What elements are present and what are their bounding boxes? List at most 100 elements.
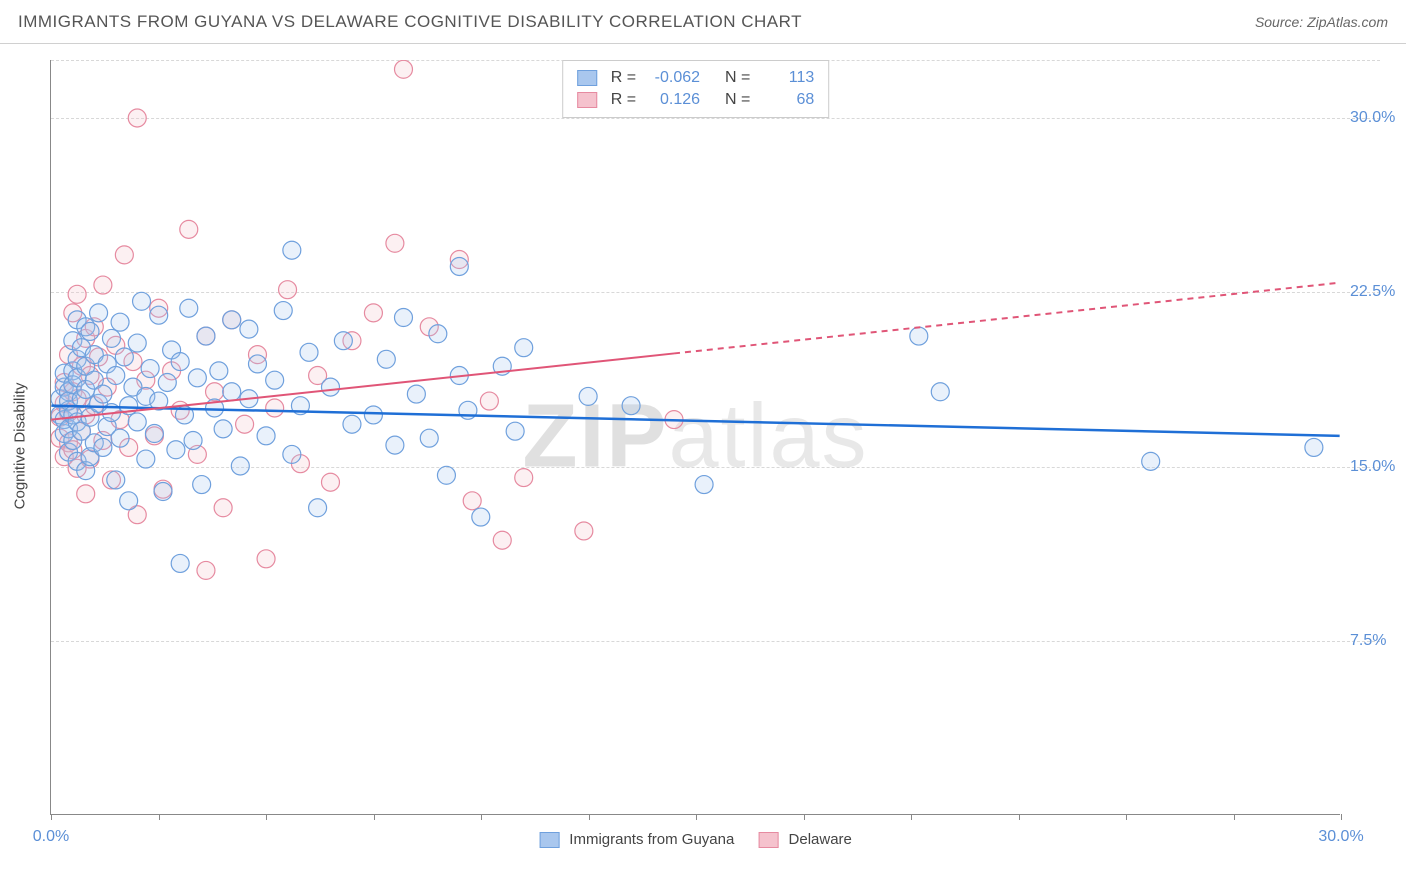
data-point (515, 469, 533, 487)
legend-swatch (539, 832, 559, 848)
y-axis-label: Cognitive Disability (12, 383, 29, 510)
legend-swatch (577, 92, 597, 108)
legend-row: R = -0.062 N = 113 (577, 67, 815, 89)
data-point (231, 457, 249, 475)
data-point (437, 466, 455, 484)
data-point (309, 499, 327, 517)
data-point (94, 438, 112, 456)
scatter-svg (51, 60, 1340, 814)
plot-area: ZIPatlas 7.5%15.0%22.5%30.0% 0.0%30.0% R… (50, 60, 1340, 815)
data-point (506, 422, 524, 440)
data-point (111, 313, 129, 331)
legend-item: Immigrants from Guyana (539, 831, 734, 848)
x-tick (159, 814, 160, 820)
data-point (394, 60, 412, 78)
data-point (695, 476, 713, 494)
data-point (274, 302, 292, 320)
data-point (77, 485, 95, 503)
data-point (107, 471, 125, 489)
data-point (107, 367, 125, 385)
data-point (429, 325, 447, 343)
data-point (158, 373, 176, 391)
legend-swatch (758, 832, 778, 848)
data-point (145, 425, 163, 443)
data-point (463, 492, 481, 510)
data-point (171, 554, 189, 572)
data-point (1142, 452, 1160, 470)
x-tick (481, 814, 482, 820)
data-point (472, 508, 490, 526)
data-point (364, 406, 382, 424)
x-tick (1341, 814, 1342, 820)
data-point (94, 276, 112, 294)
x-tick (266, 814, 267, 820)
y-tick-label: 15.0% (1350, 458, 1406, 476)
data-point (334, 332, 352, 350)
data-point (377, 350, 395, 368)
x-tick (1234, 814, 1235, 820)
data-point (321, 473, 339, 491)
data-point (111, 429, 129, 447)
data-point (1305, 438, 1323, 456)
data-point (386, 234, 404, 252)
data-point (622, 397, 640, 415)
data-point (115, 348, 133, 366)
data-point (364, 304, 382, 322)
data-point (197, 327, 215, 345)
data-point (394, 309, 412, 327)
data-point (197, 561, 215, 579)
data-point (150, 306, 168, 324)
x-tick (804, 814, 805, 820)
data-point (266, 399, 284, 417)
series-legend: Immigrants from Guyana Delaware (539, 831, 852, 848)
data-point (223, 311, 241, 329)
x-tick (1019, 814, 1020, 820)
data-point (321, 378, 339, 396)
x-tick (374, 814, 375, 820)
data-point (343, 415, 361, 433)
data-point (128, 109, 146, 127)
data-point (248, 355, 266, 373)
data-point (257, 550, 275, 568)
data-point (236, 415, 254, 433)
data-point (480, 392, 498, 410)
data-point (120, 492, 138, 510)
data-point (137, 450, 155, 468)
data-point (128, 413, 146, 431)
chart-title: IMMIGRANTS FROM GUYANA VS DELAWARE COGNI… (18, 12, 802, 32)
data-point (141, 360, 159, 378)
correlation-legend: R = -0.062 N = 113 R = 0.126 N = 68 (562, 60, 830, 118)
data-point (223, 383, 241, 401)
data-point (188, 369, 206, 387)
y-tick-label: 22.5% (1350, 283, 1406, 301)
data-point (214, 499, 232, 517)
data-point (94, 385, 112, 403)
data-point (420, 429, 438, 447)
x-tick (589, 814, 590, 820)
data-point (68, 285, 86, 303)
y-tick-label: 30.0% (1350, 109, 1406, 127)
data-point (115, 246, 133, 264)
data-point (90, 304, 108, 322)
data-point (450, 257, 468, 275)
legend-row: R = 0.126 N = 68 (577, 89, 815, 111)
data-point (300, 343, 318, 361)
legend-item: Delaware (758, 831, 852, 848)
data-point (515, 339, 533, 357)
x-tick-label: 30.0% (1318, 828, 1363, 846)
data-point (240, 320, 258, 338)
data-point (180, 220, 198, 238)
data-point (193, 476, 211, 494)
data-point (214, 420, 232, 438)
x-tick-label: 0.0% (33, 828, 69, 846)
data-point (407, 385, 425, 403)
data-point (283, 445, 301, 463)
chart-source: Source: ZipAtlas.com (1255, 14, 1388, 30)
data-point (910, 327, 928, 345)
data-point (210, 362, 228, 380)
data-point (133, 292, 151, 310)
data-point (81, 322, 99, 340)
data-point (279, 281, 297, 299)
x-tick (1126, 814, 1127, 820)
data-point (493, 531, 511, 549)
